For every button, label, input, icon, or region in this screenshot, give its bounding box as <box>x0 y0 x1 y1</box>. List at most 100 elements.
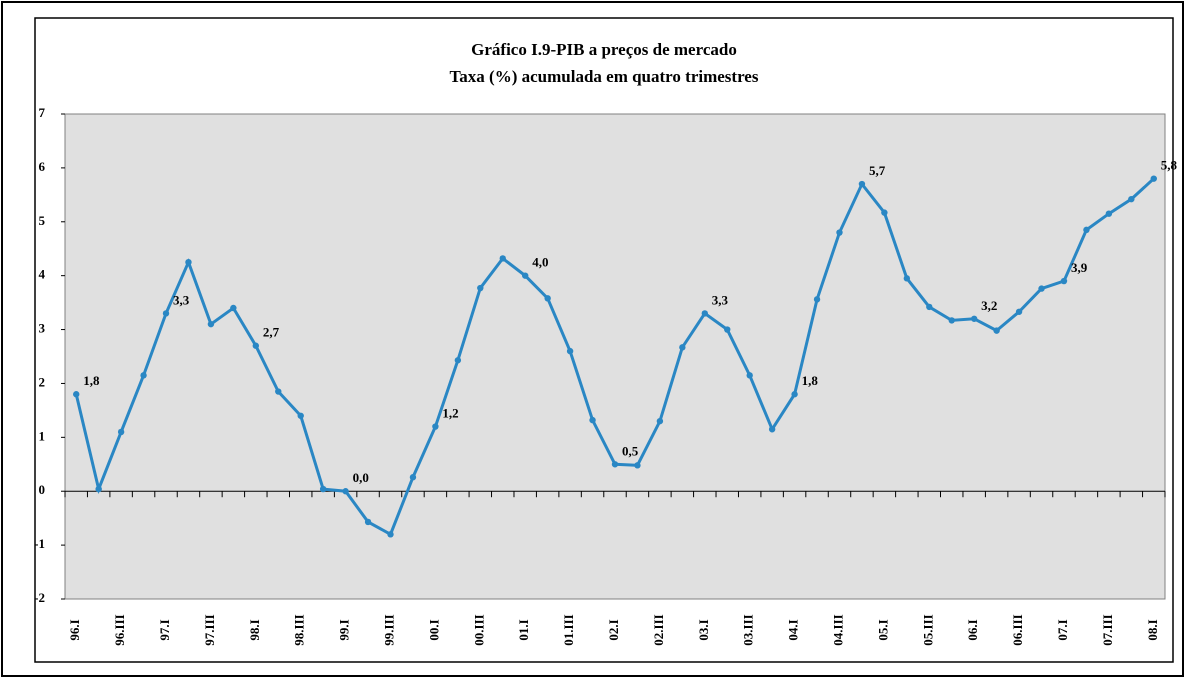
data-point <box>746 372 753 379</box>
data-point <box>926 303 933 311</box>
data-point <box>1060 277 1068 285</box>
x-tick-label: 02.I <box>606 619 621 640</box>
data-label: 5,7 <box>869 163 886 178</box>
x-tick-label: 04.III <box>830 614 845 645</box>
x-tick-label: 99.I <box>337 619 352 640</box>
x-tick-label: 01.III <box>561 614 576 645</box>
data-point <box>185 258 192 266</box>
data-point <box>454 357 462 364</box>
x-tick-label: 96.III <box>112 614 127 645</box>
y-tick-label: 5 <box>39 213 46 228</box>
data-point <box>230 304 237 312</box>
data-point <box>791 391 798 398</box>
data-point <box>656 417 664 425</box>
data-point <box>162 310 170 317</box>
data-label: 3,3 <box>712 292 729 307</box>
data-point <box>611 461 619 468</box>
x-tick-label: 96.I <box>67 619 82 640</box>
data-point <box>566 347 574 355</box>
data-label: 3,3 <box>173 292 190 307</box>
data-point <box>95 485 102 493</box>
x-tick-label: 05.I <box>875 619 890 640</box>
data-point <box>73 391 80 398</box>
x-tick-label: 03.I <box>696 619 711 640</box>
x-tick-label: 00.III <box>471 614 486 645</box>
data-point <box>522 272 529 279</box>
data-point <box>544 295 551 302</box>
data-point <box>117 428 125 436</box>
data-label: 3,9 <box>1071 260 1088 275</box>
x-tick-label: 07.III <box>1100 614 1115 645</box>
x-tick-label: 98.III <box>292 614 307 645</box>
data-point <box>634 462 641 469</box>
data-point <box>477 284 484 292</box>
plot-area <box>64 113 1166 600</box>
data-point <box>1015 308 1023 315</box>
data-point <box>679 344 686 351</box>
data-label: 4,0 <box>532 255 548 270</box>
data-point <box>387 531 394 538</box>
data-point <box>275 388 282 395</box>
data-point <box>252 342 260 349</box>
data-point <box>1150 175 1157 182</box>
data-label: 0,5 <box>622 443 639 458</box>
chart-subtitle: Taxa (%) acumulada em quatro trimestres <box>450 67 759 86</box>
y-tick-label: 6 <box>39 159 46 174</box>
y-tick-label: 0 <box>39 482 46 497</box>
x-tick-label: 03.III <box>741 614 756 645</box>
data-point <box>207 320 215 328</box>
data-point <box>432 423 439 430</box>
data-label: 2,7 <box>263 325 280 340</box>
x-tick-label: 08.I <box>1145 619 1160 640</box>
data-point <box>297 412 304 419</box>
data-label: 1,8 <box>802 373 819 388</box>
data-point <box>836 229 843 236</box>
x-tick-label: 07.I <box>1055 619 1070 640</box>
data-point <box>768 426 776 433</box>
data-point <box>1105 210 1113 217</box>
data-point <box>589 416 596 424</box>
data-point <box>724 326 731 333</box>
y-tick-label: -1 <box>34 536 45 551</box>
x-tick-label: 99.III <box>381 614 396 645</box>
y-tick-label: 3 <box>39 321 46 336</box>
x-tick-label: 00.I <box>426 619 441 640</box>
data-point <box>499 255 506 262</box>
data-point <box>1083 226 1090 234</box>
x-tick-label: 97.I <box>157 619 172 640</box>
x-tick-label: 05.III <box>920 614 935 645</box>
data-point <box>1128 195 1135 203</box>
data-point <box>993 327 1000 334</box>
data-label: 0,0 <box>353 470 369 485</box>
x-tick-label: 97.III <box>202 614 217 645</box>
y-tick-label: 4 <box>39 267 46 282</box>
data-point <box>881 209 888 216</box>
y-tick-label: 2 <box>39 374 46 389</box>
data-point <box>948 317 955 324</box>
data-point <box>813 296 821 303</box>
data-point <box>140 372 147 379</box>
data-point <box>409 474 417 481</box>
y-tick-label: 7 <box>39 105 46 120</box>
data-point <box>970 315 978 322</box>
data-label: 3,2 <box>981 298 997 313</box>
data-point <box>1038 285 1045 292</box>
data-point <box>701 310 708 317</box>
x-tick-label: 04.I <box>786 619 801 640</box>
data-label: 5,8 <box>1161 158 1178 173</box>
y-tick-label: -2 <box>34 590 45 605</box>
data-point <box>342 488 349 495</box>
data-label: 1,8 <box>83 373 100 388</box>
x-tick-label: 06.III <box>1010 614 1025 645</box>
data-point <box>858 180 866 188</box>
x-tick-label: 06.I <box>965 619 980 640</box>
x-tick-label: 02.III <box>651 614 666 645</box>
y-tick-label: 1 <box>39 428 46 443</box>
data-label: 1,2 <box>442 406 458 421</box>
chart-title: Gráfico I.9-PIB a preços de mercado <box>471 40 737 59</box>
x-tick-label: 01.I <box>516 619 531 640</box>
data-point <box>903 275 911 282</box>
data-point <box>364 518 372 526</box>
